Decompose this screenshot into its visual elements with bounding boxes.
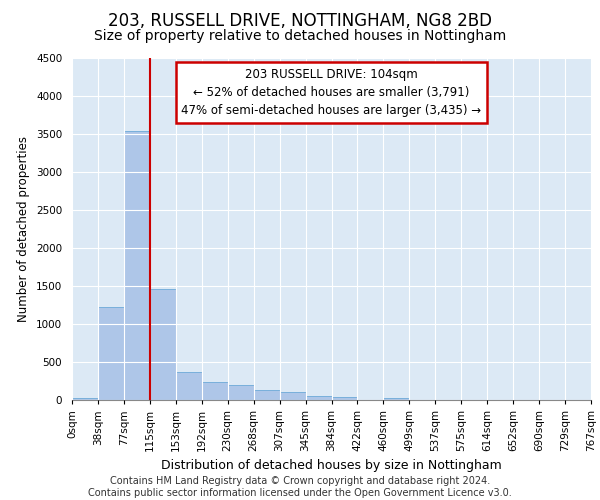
Bar — [72, 398, 98, 400]
Bar — [254, 390, 280, 400]
Bar — [331, 397, 358, 400]
Bar — [150, 289, 176, 400]
X-axis label: Distribution of detached houses by size in Nottingham: Distribution of detached houses by size … — [161, 460, 502, 472]
Bar — [280, 392, 305, 400]
Bar — [383, 398, 409, 400]
Y-axis label: Number of detached properties: Number of detached properties — [17, 136, 31, 322]
Bar — [98, 307, 124, 400]
Text: 203 RUSSELL DRIVE: 104sqm
← 52% of detached houses are smaller (3,791)
47% of se: 203 RUSSELL DRIVE: 104sqm ← 52% of detac… — [181, 68, 482, 117]
Bar — [305, 396, 331, 400]
Bar — [228, 385, 254, 400]
Text: Contains HM Land Registry data © Crown copyright and database right 2024.
Contai: Contains HM Land Registry data © Crown c… — [88, 476, 512, 498]
Bar — [124, 132, 150, 400]
Bar — [176, 372, 202, 400]
Bar — [202, 382, 228, 400]
Text: Size of property relative to detached houses in Nottingham: Size of property relative to detached ho… — [94, 29, 506, 43]
Text: 203, RUSSELL DRIVE, NOTTINGHAM, NG8 2BD: 203, RUSSELL DRIVE, NOTTINGHAM, NG8 2BD — [108, 12, 492, 30]
